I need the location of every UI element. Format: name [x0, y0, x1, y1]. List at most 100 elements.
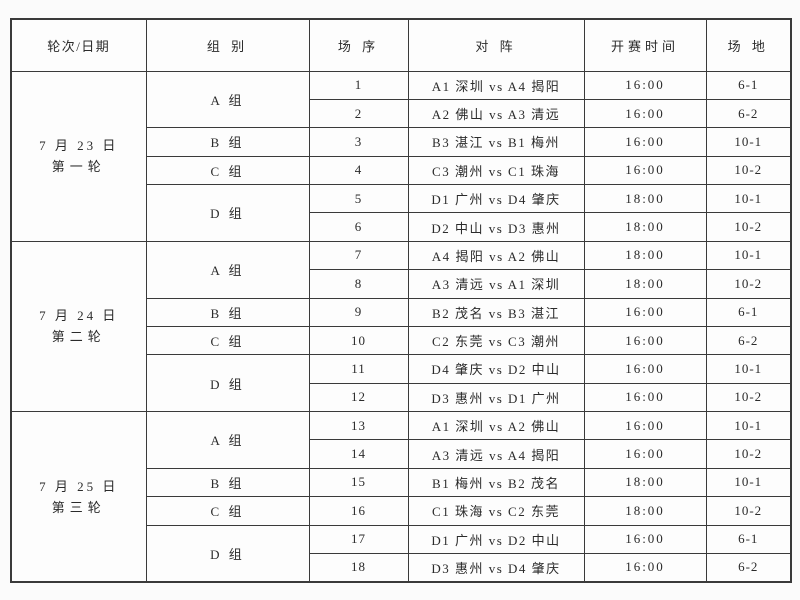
matchup-cell: D2 中山 vs D3 惠州	[407, 212, 585, 242]
group-cell: B 组	[145, 127, 310, 157]
table-row: 14 A3 清远 vs A4 揭阳 16:00 10-2	[11, 439, 792, 469]
match-schedule-table: 轮次/日期 组 别 场 序 对 阵 开赛时间 场 地 7 月 23 日 第一轮 …	[10, 18, 792, 583]
table-row: 7 月 25 日 第三轮 A 组 13 A1 深圳 vs A2 佛山 16:00…	[10, 410, 792, 583]
venue-cell: 6-2	[705, 552, 792, 583]
venue-cell: 6-1	[705, 524, 792, 554]
table-row: D 组 11 D4 肇庆 vs D2 中山 16:00 10-1	[11, 354, 792, 412]
group-cell: B 组	[145, 297, 310, 327]
seq-cell: 6	[308, 212, 409, 242]
group-cell: D 组	[145, 524, 310, 583]
time-cell: 18:00	[583, 269, 707, 299]
table-row: B 组 3 B3 湛江 vs B1 梅州 16:00 10-1	[11, 127, 792, 157]
matchup-cell: C2 东莞 vs C3 潮州	[407, 325, 585, 356]
matchup-cell: B1 梅州 vs B2 茂名	[407, 467, 585, 498]
group-cell: D 组	[145, 354, 310, 412]
table-row: D 组 17 D1 广州 vs D2 中山 16:00 6-1	[11, 524, 792, 583]
table-row: 18 D3 惠州 vs D4 肇庆 16:00 6-2	[11, 552, 792, 583]
matchup-cell: D1 广州 vs D4 肇庆	[407, 183, 585, 214]
header-row: 轮次/日期 组 别 场 序 对 阵 开赛时间 场 地	[10, 18, 792, 72]
time-cell: 18:00	[583, 467, 707, 498]
group-cell: C 组	[145, 155, 310, 186]
matchup-cell: A3 清远 vs A1 深圳	[407, 269, 585, 299]
header-round-date: 轮次/日期	[10, 18, 147, 72]
table-row: B 组 15 B1 梅州 vs B2 茂名 18:00 10-1	[11, 467, 792, 498]
venue-cell: 6-1	[705, 297, 792, 327]
matchup-cell: B3 湛江 vs B1 梅州	[407, 127, 585, 157]
table-row: C 组 10 C2 东莞 vs C3 潮州 16:00 6-2	[11, 325, 792, 356]
time-cell: 16:00	[583, 552, 707, 583]
group-cell: A 组	[145, 70, 310, 129]
venue-cell: 6-2	[705, 98, 792, 129]
table-row: D 组 5 D1 广州 vs D4 肇庆 18:00 10-1	[11, 183, 792, 242]
seq-cell: 17	[308, 524, 409, 554]
round-date-text: 7 月 25 日	[39, 478, 119, 494]
venue-cell: 10-1	[705, 127, 792, 157]
time-cell: 18:00	[583, 212, 707, 242]
seq-cell: 1	[308, 70, 409, 100]
time-cell: 16:00	[583, 155, 707, 186]
time-cell: 16:00	[583, 325, 707, 356]
time-cell: 16:00	[583, 297, 707, 327]
matchup-cell: A1 深圳 vs A2 佛山	[407, 410, 585, 441]
round-name-text: 第二轮	[51, 329, 106, 345]
header-seq: 场 序	[308, 18, 409, 72]
venue-cell: 10-2	[705, 382, 792, 413]
venue-cell: 10-1	[705, 240, 792, 271]
time-cell: 16:00	[583, 382, 707, 413]
matchup-cell: C3 潮州 vs C1 珠海	[407, 155, 585, 186]
seq-cell: 3	[308, 127, 409, 157]
seq-cell: 9	[308, 297, 409, 327]
venue-cell: 10-2	[705, 439, 792, 469]
seq-cell: 12	[308, 382, 409, 413]
round-date-cell: 7 月 25 日 第三轮	[10, 411, 147, 583]
seq-cell: 15	[308, 467, 409, 498]
round-date-cell: 7 月 23 日 第一轮	[10, 70, 147, 242]
time-cell: 16:00	[583, 410, 707, 441]
table-row: C 组 16 C1 珠海 vs C2 东莞 18:00 10-2	[11, 496, 792, 526]
matchup-cell: A1 深圳 vs A4 揭阳	[407, 70, 585, 100]
round-name-text: 第三轮	[51, 499, 106, 515]
seq-cell: 11	[308, 354, 409, 384]
seq-cell: 7	[308, 240, 409, 271]
matchup-cell: C1 珠海 vs C2 东莞	[407, 496, 585, 526]
seq-cell: 5	[308, 183, 409, 214]
venue-cell: 10-2	[705, 155, 792, 186]
venue-cell: 10-1	[705, 183, 792, 214]
header-group: 组 别	[145, 18, 310, 72]
seq-cell: 18	[308, 552, 409, 583]
seq-cell: 16	[308, 496, 409, 526]
round-date-cell: 7 月 24 日 第二轮	[10, 240, 147, 413]
matchup-cell: D3 惠州 vs D1 广州	[407, 382, 585, 413]
group-cell: C 组	[145, 325, 310, 356]
group-cell: D 组	[145, 184, 310, 242]
table-row: 7 月 24 日 第二轮 A 组 7 A4 揭阳 vs A2 佛山 18:00 …	[10, 240, 792, 413]
round-date-text: 7 月 24 日	[39, 308, 119, 324]
time-cell: 16:00	[583, 354, 707, 384]
table-row: 7 月 23 日 第一轮 A 组 1 A1 深圳 vs A4 揭阳 16:00 …	[10, 70, 792, 242]
time-cell: 16:00	[583, 439, 707, 469]
seq-cell: 4	[308, 155, 409, 186]
time-cell: 18:00	[583, 183, 707, 214]
time-cell: 16:00	[583, 70, 707, 100]
time-cell: 16:00	[583, 127, 707, 157]
table-row: 12 D3 惠州 vs D1 广州 16:00 10-2	[11, 382, 792, 413]
matchup-cell: A3 清远 vs A4 揭阳	[407, 439, 585, 469]
matchup-cell: B2 茂名 vs B3 湛江	[407, 297, 585, 327]
round-name-text: 第一轮	[51, 159, 106, 175]
venue-cell: 6-2	[705, 325, 792, 356]
matchup-cell: A2 佛山 vs A3 清远	[407, 98, 585, 129]
header-venue: 场 地	[705, 18, 792, 72]
matchup-cell: A4 揭阳 vs A2 佛山	[407, 240, 585, 271]
group-cell: C 组	[145, 496, 310, 526]
seq-cell: 10	[308, 325, 409, 356]
seq-cell: 2	[308, 98, 409, 129]
seq-cell: 13	[308, 410, 409, 441]
table-row: 8 A3 清远 vs A1 深圳 18:00 10-2	[11, 269, 792, 299]
time-cell: 18:00	[583, 240, 707, 271]
round-date-text: 7 月 23 日	[39, 138, 119, 154]
matchup-cell: D3 惠州 vs D4 肇庆	[407, 552, 585, 583]
table-row: 6 D2 中山 vs D3 惠州 18:00 10-2	[11, 212, 792, 242]
time-cell: 18:00	[583, 496, 707, 526]
venue-cell: 10-2	[705, 269, 792, 299]
